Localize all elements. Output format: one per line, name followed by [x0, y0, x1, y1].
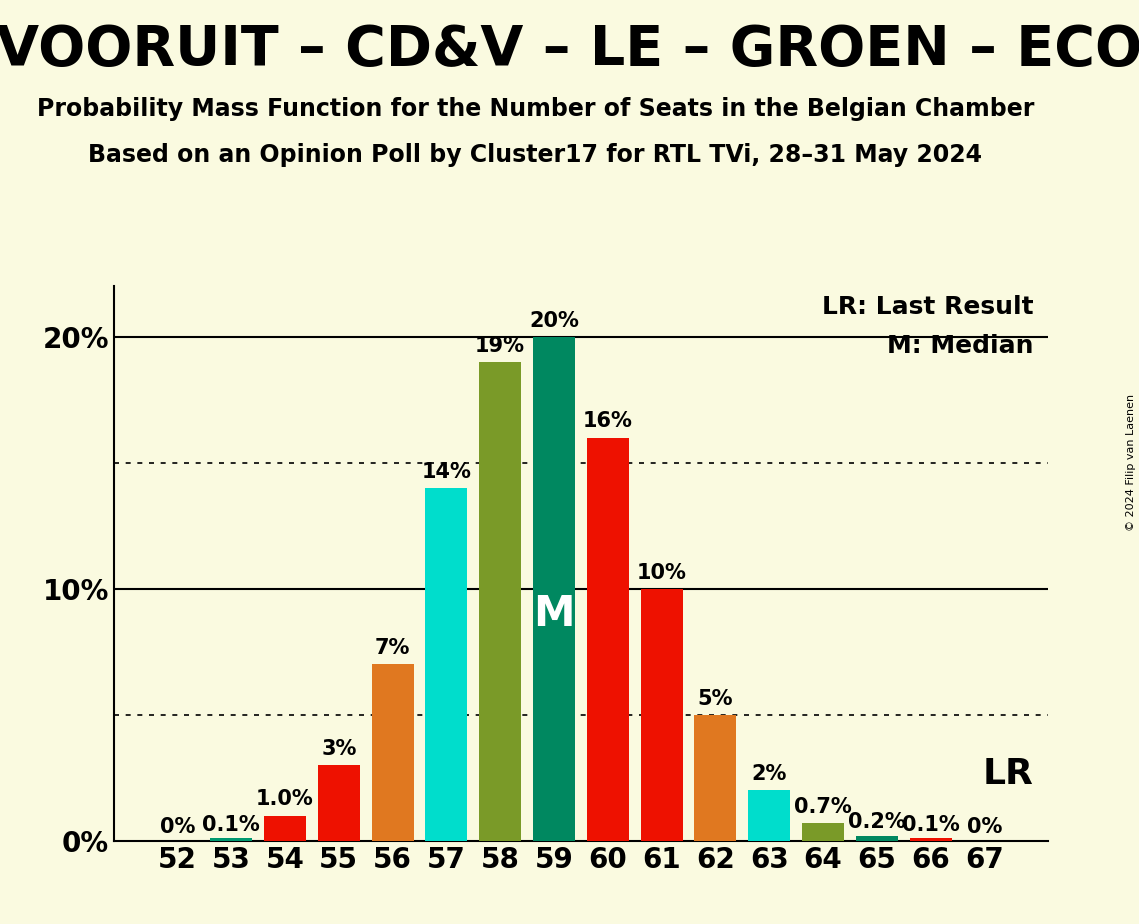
- Bar: [480, 362, 522, 841]
- Text: M: M: [533, 593, 575, 635]
- Bar: [748, 790, 790, 841]
- Bar: [587, 438, 629, 841]
- Text: © 2024 Filip van Laenen: © 2024 Filip van Laenen: [1126, 394, 1136, 530]
- Text: 10%: 10%: [637, 563, 687, 582]
- Bar: [318, 765, 360, 841]
- Text: M: Median: M: Median: [887, 334, 1034, 358]
- Text: 19%: 19%: [475, 335, 525, 356]
- Text: 16%: 16%: [583, 411, 633, 432]
- Bar: [425, 488, 467, 841]
- Bar: [211, 838, 252, 841]
- Bar: [640, 589, 682, 841]
- Text: LR: LR: [983, 757, 1034, 791]
- Text: PS – VOORUIT – CD&V – LE – GROEN – ECOLO: PS – VOORUIT – CD&V – LE – GROEN – ECOLO: [0, 23, 1139, 77]
- Bar: [855, 836, 898, 841]
- Bar: [802, 823, 844, 841]
- Text: Based on an Opinion Poll by Cluster17 for RTL TVi, 28–31 May 2024: Based on an Opinion Poll by Cluster17 fo…: [89, 143, 982, 167]
- Bar: [264, 816, 306, 841]
- Bar: [533, 337, 575, 841]
- Text: 20%: 20%: [528, 310, 579, 331]
- Text: Probability Mass Function for the Number of Seats in the Belgian Chamber: Probability Mass Function for the Number…: [36, 97, 1034, 121]
- Text: 14%: 14%: [421, 462, 472, 481]
- Text: 5%: 5%: [698, 688, 734, 709]
- Text: 0.1%: 0.1%: [902, 815, 959, 834]
- Text: 3%: 3%: [321, 739, 357, 759]
- Bar: [695, 715, 737, 841]
- Text: 0.2%: 0.2%: [847, 812, 906, 832]
- Bar: [371, 664, 413, 841]
- Text: 0.1%: 0.1%: [203, 815, 260, 834]
- Text: 0%: 0%: [159, 817, 195, 837]
- Bar: [910, 838, 951, 841]
- Text: 0.7%: 0.7%: [794, 796, 852, 817]
- Text: 0%: 0%: [967, 817, 1002, 837]
- Text: LR: Last Result: LR: Last Result: [822, 295, 1034, 319]
- Text: 1.0%: 1.0%: [256, 789, 314, 809]
- Text: 7%: 7%: [375, 638, 410, 658]
- Text: 2%: 2%: [752, 764, 787, 784]
